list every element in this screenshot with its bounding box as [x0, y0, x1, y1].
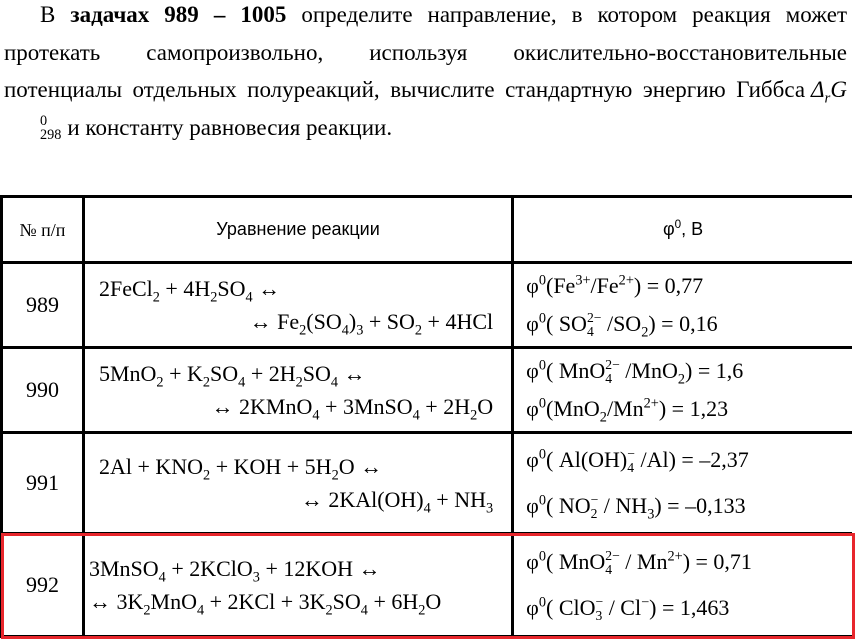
table-row: 990 5MnO2 + K2SO4 + 2H2SO4 ↔ ↔ 2KMnO4 + 3M… [0, 346, 852, 434]
equation-line-1: 2Al + KNO2 + KOH + 5H2O ↔ [98, 454, 383, 484]
table-header: № п/п Уравнение реакции φ0, В [0, 195, 852, 264]
task-range: задачах 989 – 1005 [70, 2, 287, 27]
intro-text: определите направление, в котором реакци… [4, 2, 847, 102]
potential-2: φ0( NO −2 / NH3) = –0,133 [526, 492, 746, 523]
task-intro: В задачах 989 – 1005 определите направле… [4, 0, 847, 146]
equation-line-2: ↔ 3K2MnO4 + 2KCl + 3K2SO4 + 6H2O [88, 589, 442, 619]
intro-text-end: и константу равновесия реакции. [67, 114, 393, 140]
table-row: 992 3MnSO4 + 2KClO3 + 12KOH ↔ ↔ 3K2MnO4 + … [0, 532, 852, 638]
equation-line-1: 2FeCl2 + 4H2SO4 ↔ [98, 276, 281, 306]
row-number: 991 [0, 431, 85, 535]
potential-1: φ0( MnO 2− 4 /MnO2) = 1,6 [526, 357, 744, 388]
table-row: 989 2FeCl2 + 4H2SO4 ↔ ↔ Fe2(SO4)3 + SO2 + … [0, 261, 852, 349]
standard-potentials: φ0( Al(OH) −4 /Al) = –2,37 φ0( NO −2 / NH3)… [511, 431, 852, 535]
row-number: 992 [0, 532, 85, 638]
equation-line-2: ↔ 2KMnO4 + 3MnSO4 + 2H2O [211, 394, 494, 424]
reaction-equation: 3MnSO4 + 2KClO3 + 12KOH ↔ ↔ 3K2MnO4 + 2KC… [81, 532, 515, 638]
potential-2: φ0(MnO2/Mn2+) = 1,23 [526, 395, 729, 426]
equation-line-2: ↔ Fe2(SO4)3 + SO2 + 4HCl [249, 309, 494, 339]
potential-2: φ0( SO 2− 4 /SO2) = 0,16 [526, 310, 718, 341]
reaction-equation: 2Al + KNO2 + KOH + 5H2O ↔ ↔ 2KAl(OH)4 + N… [81, 431, 515, 535]
potential-1: φ0( MnO 2− 4 / Mn2+) = 0,71 [526, 548, 752, 577]
row-number: 989 [0, 261, 85, 349]
equation-line-1: 5MnO2 + K2SO4 + 2H2SO4 ↔ [98, 361, 366, 391]
standard-potentials: φ0( MnO 2− 4 /MnO2) = 1,6 φ0(MnO2/Mn2+) = 1… [511, 346, 852, 434]
potential-1: φ0(Fe3+/Fe2+) = 0,77 [526, 272, 704, 298]
reactions-table: № п/п Уравнение реакции φ0, В 989 2FeCl2 … [0, 195, 852, 638]
header-number: № п/п [0, 195, 85, 264]
potential-1: φ0( Al(OH) −4 /Al) = –2,37 [526, 446, 749, 475]
standard-potentials: φ0(Fe3+/Fe2+) = 0,77 φ0( SO 2− 4 /SO2) = 0,… [511, 261, 852, 349]
reaction-equation: 5MnO2 + K2SO4 + 2H2SO4 ↔ ↔ 2KMnO4 + 3MnSO… [81, 346, 515, 434]
standard-potentials: φ0( MnO 2− 4 / Mn2+) = 0,71 φ0( ClO −3 / Cl−… [511, 532, 852, 638]
reaction-equation: 2FeCl2 + 4H2SO4 ↔ ↔ Fe2(SO4)3 + SO2 + 4HC… [81, 261, 515, 349]
gibbs-energy-symbol: ΔrG 0 298 [40, 77, 847, 144]
row-number: 990 [0, 346, 85, 434]
table-row: 991 2Al + KNO2 + KOH + 5H2O ↔ ↔ 2KAl(OH)4 … [0, 431, 852, 535]
header-equation: Уравнение реакции [81, 195, 515, 264]
potential-2: φ0( ClO −3 / Cl−) = 1,463 [526, 594, 730, 623]
equation-line-1: 3MnSO4 + 2KClO3 + 12KOH ↔ [88, 556, 381, 586]
intro-prefix: В [40, 2, 71, 27]
equation-line-2: ↔ 2KAl(OH)4 + NH3 [300, 487, 494, 517]
header-potential: φ0, В [511, 195, 852, 264]
